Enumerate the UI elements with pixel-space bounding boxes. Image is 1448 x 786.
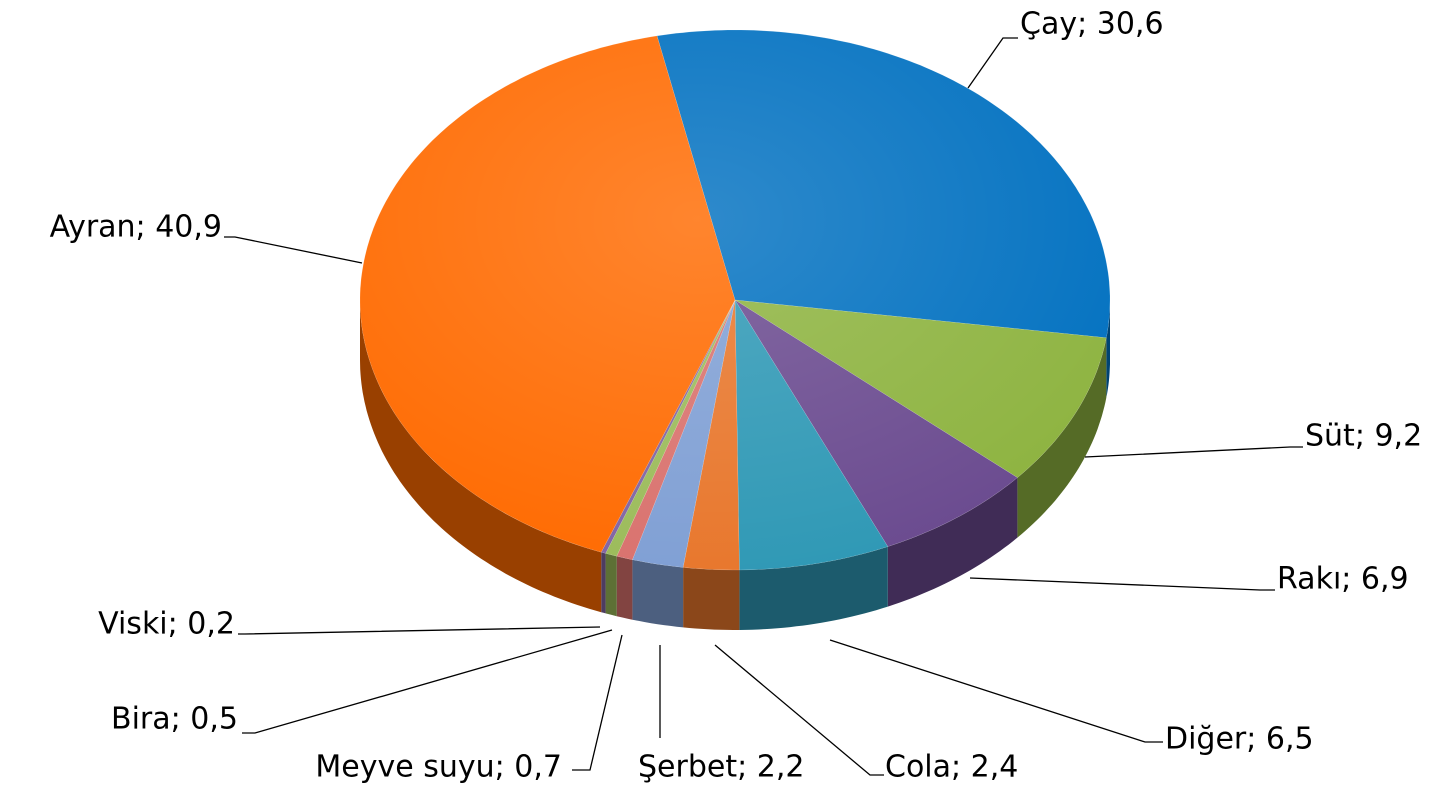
data-label: Cola; 2,4 xyxy=(885,750,1018,785)
slice-side xyxy=(1106,300,1110,398)
slice-side xyxy=(616,556,633,620)
leader-line xyxy=(829,639,1163,743)
slice-side xyxy=(632,559,684,628)
data-label: Ayran; 40,9 xyxy=(50,210,222,245)
leader-line xyxy=(714,644,884,776)
slice-side xyxy=(360,300,602,613)
leader-line xyxy=(969,577,1275,591)
data-label: Diğer; 6,5 xyxy=(1165,722,1314,757)
leader-line xyxy=(238,626,601,635)
data-label: Bira; 0,5 xyxy=(111,702,238,737)
leader-line xyxy=(572,634,623,771)
leader-line xyxy=(224,236,363,264)
data-label: Meyve suyu; 0,7 xyxy=(315,750,562,785)
leader-line xyxy=(242,629,613,734)
leader-line xyxy=(967,37,1018,89)
slice-side xyxy=(601,552,606,614)
shine xyxy=(360,30,1110,570)
data-label: Çay; 30,6 xyxy=(1020,7,1164,42)
slice-side xyxy=(1017,337,1107,538)
slice-side xyxy=(887,477,1018,607)
data-label: Süt; 9,2 xyxy=(1305,419,1422,454)
leader-line xyxy=(1084,446,1303,458)
data-label: Viski; 0,2 xyxy=(98,607,235,642)
data-label: Rakı; 6,9 xyxy=(1277,562,1409,597)
slice-side xyxy=(683,567,740,630)
data-label: Şerbet; 2,2 xyxy=(638,750,804,785)
slice-side xyxy=(605,553,617,617)
slice-side xyxy=(739,546,888,630)
